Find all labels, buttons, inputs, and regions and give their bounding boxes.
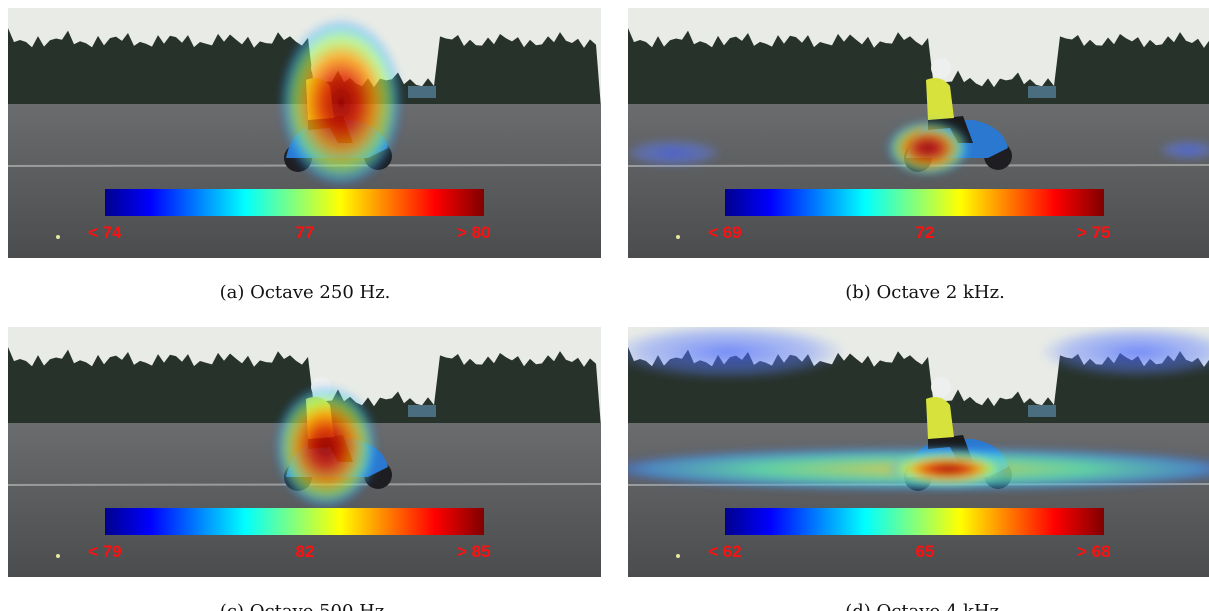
helmet <box>931 58 951 78</box>
rider-vest <box>926 397 954 439</box>
colorbar <box>725 189 1104 216</box>
scale-min: < 74 <box>88 223 122 242</box>
heatmap <box>886 120 970 176</box>
caption: (b) Octave 2 kHz. <box>845 282 1005 303</box>
speck <box>56 235 60 239</box>
building <box>408 86 436 98</box>
scale-mid: 77 <box>296 223 315 242</box>
scale-max: > 75 <box>1077 223 1111 242</box>
speck <box>676 554 680 558</box>
scale-min: < 62 <box>708 542 742 561</box>
colorbar <box>105 189 484 216</box>
panel: < 79 82 > 85 <box>8 327 601 577</box>
scale-max: > 68 <box>1077 542 1111 561</box>
panel: < 62 65 > 68 <box>628 327 1209 577</box>
scale-max: > 85 <box>457 542 491 561</box>
building <box>1028 86 1056 98</box>
caption: (d) Octave 4 kHz. <box>845 601 1005 611</box>
caption: (c) Octave 500 Hz. <box>220 601 390 611</box>
speck <box>56 554 60 558</box>
panel: < 69 72 > 75 <box>628 8 1209 258</box>
heatmap <box>1158 140 1209 160</box>
heatmap <box>628 139 723 167</box>
scale-max: > 80 <box>457 223 491 242</box>
scale-mid: 65 <box>916 542 935 561</box>
building <box>408 405 436 417</box>
heatmap <box>1038 327 1209 378</box>
colorbar <box>105 508 484 535</box>
speck <box>676 235 680 239</box>
heatmap <box>888 451 1008 487</box>
scale-min: < 79 <box>88 542 122 561</box>
heatmap <box>279 18 403 188</box>
building <box>1028 405 1056 417</box>
trees <box>8 347 601 427</box>
panel: < 74 77 > 80 <box>8 8 601 258</box>
scale-mid: 72 <box>916 223 935 242</box>
rider-vest <box>926 78 954 120</box>
helmet <box>931 377 951 397</box>
scale-mid: 82 <box>296 542 315 561</box>
colorbar <box>725 508 1104 535</box>
caption: (a) Octave 250 Hz. <box>220 282 391 303</box>
trees <box>628 28 1209 108</box>
scale-min: < 69 <box>708 223 742 242</box>
heatmap <box>628 327 848 380</box>
heatmap <box>274 385 378 509</box>
